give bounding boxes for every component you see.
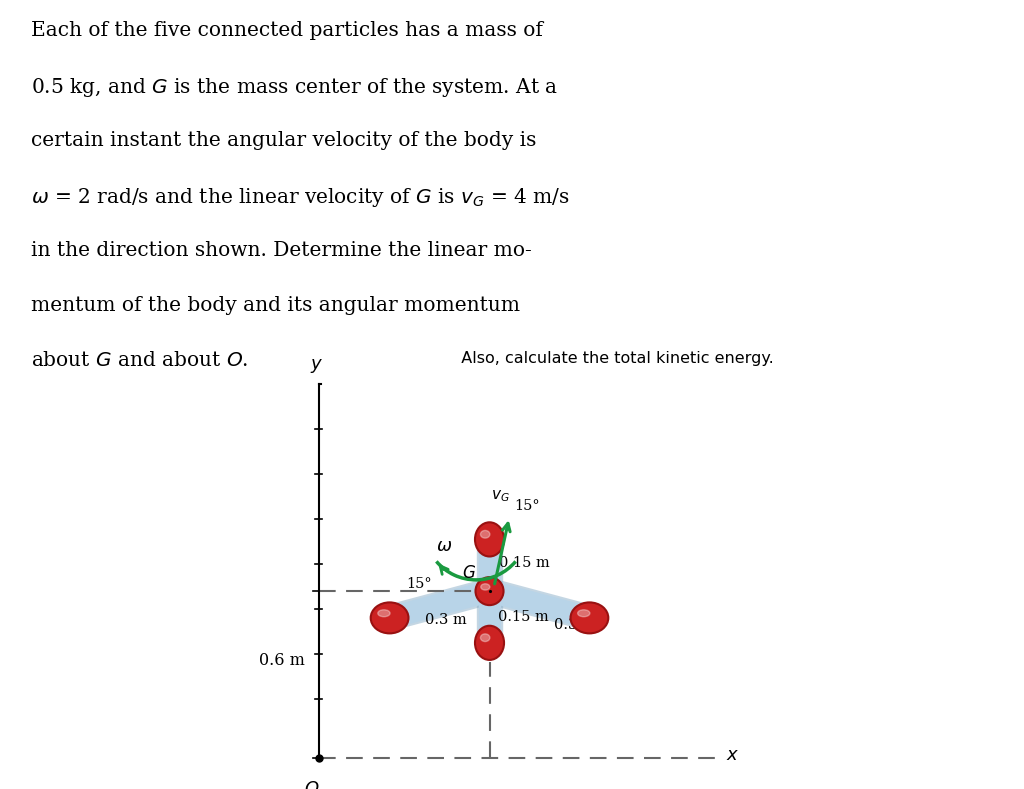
Text: certain instant the angular velocity of the body is: certain instant the angular velocity of … [31, 132, 537, 151]
Ellipse shape [371, 603, 409, 634]
Ellipse shape [475, 577, 504, 605]
Text: $\omega$: $\omega$ [436, 537, 453, 555]
Text: $O$: $O$ [304, 780, 319, 789]
Ellipse shape [480, 634, 489, 641]
Ellipse shape [475, 522, 504, 556]
Text: Each of the five connected particles has a mass of: Each of the five connected particles has… [31, 21, 543, 40]
Ellipse shape [378, 610, 390, 617]
Text: Also, calculate the total kinetic energy.: Also, calculate the total kinetic energy… [451, 352, 773, 367]
Text: 0.6 m: 0.6 m [259, 653, 305, 669]
Text: mentum of the body and its angular momentum: mentum of the body and its angular momen… [31, 297, 520, 316]
Ellipse shape [480, 584, 489, 590]
Text: $y$: $y$ [309, 357, 323, 376]
Text: 15°: 15° [406, 577, 431, 591]
Text: 0.3 m: 0.3 m [554, 619, 596, 633]
Ellipse shape [475, 626, 504, 660]
Ellipse shape [570, 603, 608, 634]
Text: $x$: $x$ [726, 746, 739, 765]
Text: 0.5 kg, and $\mathit{G}$ is the mass center of the system. At a: 0.5 kg, and $\mathit{G}$ is the mass cen… [31, 77, 558, 99]
Text: $\omega$ = 2 rad/s and the linear velocity of $\mathit{G}$ is $v_G$ = 4 m/s: $\omega$ = 2 rad/s and the linear veloci… [31, 186, 569, 209]
Text: about $\mathit{G}$ and about $\mathit{O}$.: about $\mathit{G}$ and about $\mathit{O}… [31, 352, 248, 371]
Text: $G$: $G$ [462, 565, 476, 582]
Ellipse shape [480, 530, 489, 538]
Text: 0.15 m: 0.15 m [500, 555, 550, 570]
Ellipse shape [578, 610, 590, 617]
Text: $v_G$: $v_G$ [492, 488, 510, 504]
Text: 15°: 15° [514, 499, 540, 513]
Text: 0.3 m: 0.3 m [425, 612, 467, 626]
Text: in the direction shown. Determine the linear mo-: in the direction shown. Determine the li… [31, 241, 531, 260]
Text: 0.15 m: 0.15 m [498, 610, 549, 624]
